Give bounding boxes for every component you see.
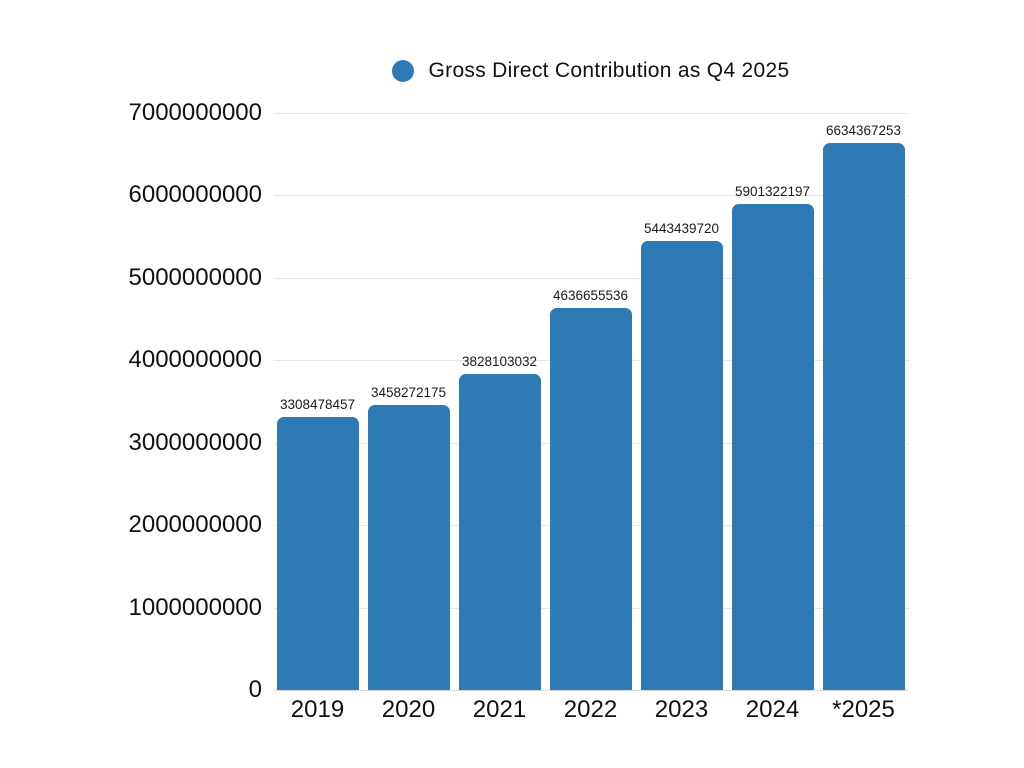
y-tick-label: 7000000000 [128, 99, 262, 126]
chart-legend: Gross Direct Contribution as Q4 2025 [272, 56, 909, 86]
bar-2024 [731, 203, 814, 690]
gridline [274, 113, 909, 114]
y-tick-label: 1000000000 [128, 593, 262, 621]
bar-value-label: 5901322197 [734, 183, 811, 199]
bar-2025 [822, 143, 905, 690]
bar-2021 [458, 374, 541, 690]
x-tick-label: 2019 [290, 696, 345, 723]
x-tick-label: 2021 [472, 696, 527, 723]
y-tick-label: 6000000000 [128, 181, 262, 209]
bar-2023 [640, 241, 723, 690]
bar-2020 [367, 404, 450, 690]
bar-2019 [276, 417, 359, 690]
x-axis-labels: 2019 2020 2021 2022 2023 2024 *2025 [272, 696, 909, 728]
y-tick-label: 4000000000 [128, 346, 262, 374]
x-tick-label: *2025 [832, 696, 895, 723]
x-tick-label: 2020 [381, 696, 436, 723]
legend-circle-icon [391, 60, 414, 82]
bar-value-label: 6634367253 [825, 123, 902, 139]
bar-value-label: 3308478457 [279, 397, 356, 413]
y-tick-label: 0 [248, 676, 262, 703]
bar-2022 [549, 307, 632, 690]
y-tick-label: 5000000000 [128, 263, 262, 291]
x-tick-label: 2022 [563, 696, 618, 723]
legend-label: Gross Direct Contribution as Q4 2025 [428, 59, 790, 82]
bar-value-label: 3458272175 [370, 384, 447, 400]
bar-value-label: 4636655536 [552, 287, 629, 303]
y-tick-label: 2000000000 [128, 511, 262, 539]
gridline [274, 195, 909, 197]
gridline [274, 690, 909, 691]
plot-area: 3308478457 3458272175 3828103032 4636655536… [272, 113, 909, 691]
bar-value-label: 3828103032 [461, 354, 538, 370]
x-tick-label: 2024 [745, 696, 800, 723]
gridline [274, 277, 909, 279]
bar-value-label: 5443439720 [643, 221, 720, 237]
x-tick-label: 2023 [654, 696, 709, 723]
y-tick-label: 3000000000 [128, 428, 262, 456]
